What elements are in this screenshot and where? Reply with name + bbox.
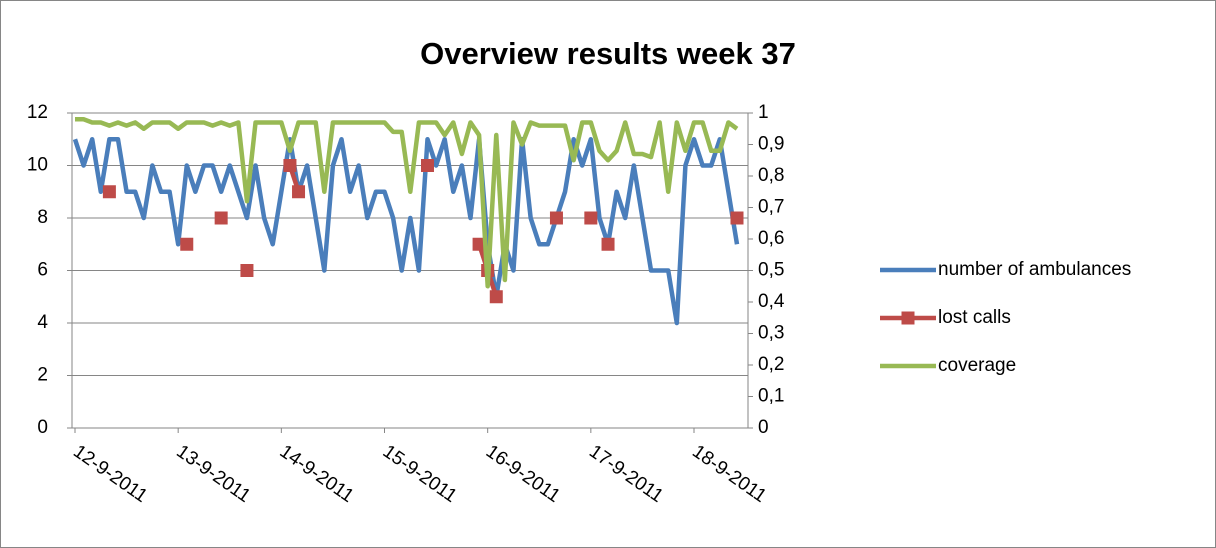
y2-tick-label: 0,7 — [758, 197, 784, 218]
y-tick-label: 12 — [27, 102, 48, 123]
y2-tick-label: 0,6 — [758, 228, 784, 249]
series-line — [72, 137, 740, 326]
legend-label: number of ambulances — [938, 259, 1131, 280]
legend-label: coverage — [938, 355, 1016, 376]
series-marker — [180, 237, 194, 251]
legend-label: lost calls — [938, 307, 1011, 328]
series-marker — [601, 237, 615, 251]
y2-tick-label: 0,4 — [758, 291, 785, 312]
series-marker — [102, 185, 116, 199]
series-marker — [489, 290, 503, 304]
y-tick-label: 4 — [37, 312, 48, 333]
series-marker — [549, 211, 563, 225]
y-tick-label: 10 — [27, 155, 48, 176]
y-tick-label: 6 — [37, 260, 48, 281]
y2-tick-label: 0,5 — [758, 260, 784, 281]
series-marker — [730, 211, 744, 225]
y2-tick-label: 1 — [758, 102, 769, 123]
y2-tick-label: 0,2 — [758, 354, 784, 375]
series-marker — [472, 237, 486, 251]
series-marker — [283, 159, 297, 172]
legend-marker — [901, 311, 915, 325]
series-marker — [420, 159, 434, 172]
series-marker — [240, 264, 254, 277]
series-marker — [214, 211, 228, 225]
series-marker — [584, 211, 598, 225]
y2-tick-label: 0,3 — [758, 323, 784, 344]
y2-tick-label: 0,1 — [758, 386, 784, 407]
y2-tick-label: 0 — [758, 417, 769, 438]
y2-tick-label: 0,8 — [758, 165, 784, 186]
y-tick-label: 8 — [37, 207, 48, 228]
series-line — [75, 117, 739, 289]
chart-title: Overview results week 37 — [420, 36, 796, 71]
y-tick-label: 2 — [37, 365, 48, 386]
y2-tick-label: 0,9 — [758, 134, 784, 155]
series-marker — [292, 185, 306, 199]
y-tick-label: 0 — [37, 417, 48, 438]
